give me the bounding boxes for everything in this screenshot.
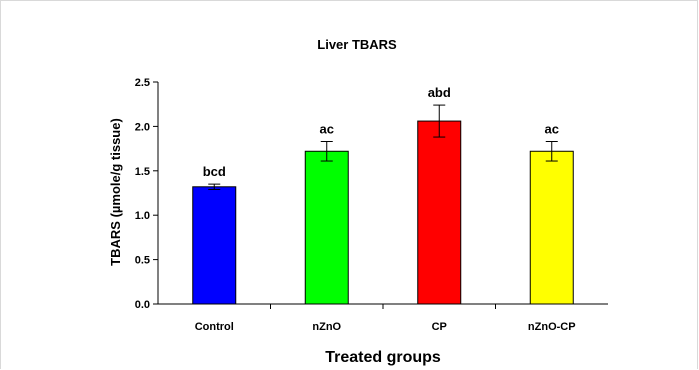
y-tick-label: 1.5 <box>135 166 150 178</box>
bar-control <box>192 186 237 305</box>
bars-layer <box>192 104 574 305</box>
bar-cp <box>417 120 462 305</box>
annotation-nzno-cp: ac <box>545 121 559 136</box>
y-axis-label: TBARS (µmole/g tissue) <box>108 118 123 266</box>
y-tick-label: 1.0 <box>135 210 150 222</box>
y-tick-label: 2.5 <box>135 77 150 89</box>
y-tick-label: 2.0 <box>135 121 150 133</box>
x-tick-label: nZnO <box>312 321 341 333</box>
axes-layer <box>153 81 608 309</box>
annotation-nzno: ac <box>320 121 334 136</box>
x-tick-label: CP <box>432 321 447 333</box>
x-tick-label: nZnO-CP <box>528 321 576 333</box>
bar-nzno-cp <box>529 150 574 305</box>
annotation-cp: abd <box>428 85 451 100</box>
y-tick-label: 0.5 <box>135 255 150 267</box>
x-tick-label: Control <box>195 321 234 333</box>
labels-layer: bcd Control ac nZnO abd CP ac nZnO-CP 0.0 0.5 1.0 1… <box>135 77 576 333</box>
x-axis-label: Treated groups <box>325 349 441 366</box>
y-tick-label: 0.0 <box>135 299 150 311</box>
annotation-control: bcd <box>203 164 226 179</box>
chart-title: Liver TBARS <box>317 37 397 52</box>
bar-nzno <box>304 150 349 305</box>
